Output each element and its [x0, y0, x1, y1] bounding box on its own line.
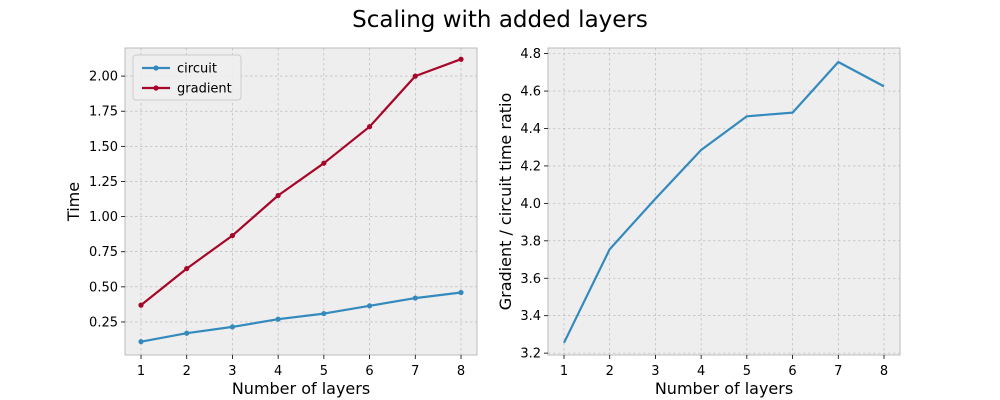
circuit-1-line [140, 291, 462, 343]
y-tick-label: 1.50 [89, 140, 118, 155]
x-tick-label: 6 [788, 364, 796, 379]
circuit-1-point [275, 316, 281, 322]
x-tick-label: 2 [606, 364, 614, 379]
y-tick-label: 4.4 [520, 122, 541, 137]
y-tick-label: 4.6 [520, 85, 541, 100]
x-tick-label: 6 [365, 364, 373, 379]
y-tick-label: 0.25 [89, 315, 118, 330]
x-tick-label: 1 [560, 364, 568, 379]
x-tick-label: 8 [457, 364, 465, 379]
y-tick-label: 0.50 [89, 280, 118, 295]
legend-marker-circuit [153, 65, 159, 71]
gradient-2-point [229, 232, 236, 239]
gradient-2-point [412, 73, 418, 79]
gradient-2-point [275, 192, 281, 199]
x-tick-label: 5 [320, 364, 328, 379]
circuit-1-point [229, 324, 236, 330]
y-axis-label: Gradient / circuit time ratio [496, 93, 515, 311]
ratio-vs-layers-plot: 1 2 3 4 5 6 7 8 3.2 3.4 3.6 3.8 4.0 4.2 4.4 4.6 4.8 Numbe… [496, 47, 901, 398]
y-tick-label: 0.75 [89, 245, 118, 260]
y-tick-label: 1.00 [89, 210, 118, 225]
legend: circuit gradient [132, 54, 242, 101]
x-tick-label: 3 [228, 364, 236, 379]
y-tick-label: 3.4 [520, 309, 541, 324]
y-tick-label: 3.6 [520, 272, 541, 287]
x-tick-label: 8 [880, 364, 888, 379]
x-tick-label: 2 [183, 364, 191, 379]
figure-title: Scaling with added layers [352, 7, 648, 33]
legend-label-gradient: gradient [177, 82, 232, 97]
series-1-line [563, 60, 885, 344]
circuit-1-point [366, 303, 373, 309]
circuit-1-point [321, 310, 327, 317]
gradient-2-point [321, 160, 327, 166]
gradient-2-line [140, 58, 462, 306]
gradient-2-point [138, 302, 144, 308]
y-tick-label: 3.2 [520, 347, 541, 362]
x-tick-label: 7 [834, 364, 842, 379]
y-tick-label: 4.0 [520, 197, 541, 212]
circuit-1-point [412, 295, 418, 301]
x-tick-label: 1 [137, 364, 145, 379]
circuit-1-point [184, 330, 190, 336]
y-axis-label: Time [64, 182, 83, 222]
legend-label-circuit: circuit [177, 62, 217, 77]
gradient-2-point [458, 56, 464, 62]
y-tick-label: 1.75 [89, 105, 118, 120]
gradient-2-point [184, 265, 190, 272]
x-tick-label: 3 [651, 364, 659, 379]
circuit-1-point [138, 339, 144, 345]
y-tick-label: 3.8 [520, 234, 541, 249]
x-tick-label: 4 [697, 364, 705, 379]
time-vs-layers-plot: 1 2 3 4 5 6 7 8 0.25 0.50 0.75 1.00 1.25 1.50 1.75 2.00… [64, 47, 478, 398]
legend-marker-gradient [153, 85, 159, 91]
gradient-2-point [366, 124, 373, 130]
x-axis-label: Number of layers [232, 379, 370, 398]
y-tick-label: 4.8 [520, 47, 541, 62]
plot-area [547, 47, 901, 356]
circuit-1-point [458, 289, 464, 296]
y-tick-label: 2.00 [89, 70, 118, 85]
x-axis-label: Number of layers [655, 379, 793, 398]
y-tick-label: 1.25 [89, 175, 118, 190]
y-tick-label: 4.2 [520, 159, 541, 174]
x-tick-label: 4 [274, 364, 282, 379]
x-tick-label: 5 [743, 364, 751, 379]
x-tick-label: 7 [411, 364, 419, 379]
